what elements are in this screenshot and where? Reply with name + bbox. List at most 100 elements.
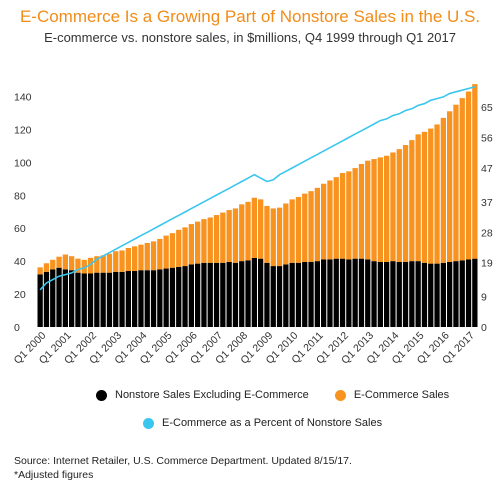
legend-dot-percent-icon: [143, 417, 154, 429]
bar-ecommerce: [239, 204, 245, 262]
bar-nonstore: [50, 269, 56, 327]
bar-ecommerce: [56, 256, 62, 268]
y2-tick-label: 37: [481, 197, 493, 209]
bar-nonstore: [333, 258, 339, 327]
bar-ecommerce: [327, 180, 333, 260]
bar-nonstore: [283, 264, 289, 327]
bar-ecommerce: [69, 256, 75, 271]
bar-ecommerce: [201, 219, 207, 263]
bar-ecommerce: [113, 251, 119, 272]
bar-nonstore: [239, 261, 245, 327]
y-tick-label: 0: [14, 322, 20, 334]
bar-nonstore: [314, 261, 320, 327]
bar-ecommerce: [81, 259, 87, 274]
bar-ecommerce: [100, 255, 106, 273]
bar-ecommerce: [251, 197, 257, 258]
chart-title: E-Commerce Is a Growing Part of Nonstore…: [19, 7, 481, 26]
bar-nonstore: [113, 271, 119, 327]
bar-ecommerce: [75, 258, 81, 273]
bar-nonstore: [213, 262, 220, 327]
bar-ecommerce: [409, 140, 415, 262]
legend-label-nonstore: Nonstore Sales Excluding E-Commerce: [115, 389, 309, 401]
bar-ecommerce: [232, 208, 239, 263]
legend-item-ecommerce: E-Commerce Sales: [334, 389, 450, 401]
legend-item-percent: E-Commerce as a Percent of Nonstore Sale…: [143, 417, 382, 429]
bar-nonstore: [81, 273, 87, 327]
legend-item-nonstore: Nonstore Sales Excluding E-Commerce: [96, 389, 309, 401]
bar-ecommerce: [308, 191, 314, 262]
source-note: Source: Internet Retailer, U.S. Commerce…: [14, 455, 352, 467]
bar-nonstore: [207, 262, 213, 327]
bar-ecommerce: [289, 199, 295, 263]
bar-nonstore: [87, 273, 94, 327]
y-tick-label: 60: [14, 223, 26, 235]
bar-nonstore: [251, 257, 257, 327]
bar-nonstore: [258, 258, 264, 327]
bar-nonstore: [94, 272, 100, 327]
bar-nonstore: [409, 261, 415, 327]
bar-ecommerce: [270, 208, 276, 267]
bar-nonstore: [245, 260, 251, 327]
bar-ecommerce: [447, 111, 453, 262]
bar-nonstore: [201, 262, 207, 327]
bar-nonstore: [339, 258, 346, 327]
bar-nonstore: [302, 261, 308, 327]
bar-nonstore: [232, 262, 239, 327]
bar-nonstore: [106, 272, 113, 327]
bar-ecommerce: [472, 84, 478, 259]
bar-ecommerce: [302, 193, 308, 262]
y-tick-label: 120: [14, 124, 32, 136]
bar-ecommerce: [125, 247, 131, 272]
bar-nonstore: [295, 262, 302, 327]
adjusted-note: *Adjusted figures: [14, 469, 94, 481]
bar-ecommerce: [384, 155, 390, 262]
bar-ecommerce: [62, 254, 68, 270]
bar-nonstore: [37, 274, 43, 327]
bar-nonstore: [62, 269, 68, 327]
y-tick-label: 140: [14, 91, 32, 103]
bar-ecommerce: [169, 233, 176, 268]
chart-subtitle: E-commerce vs. nonstore sales, in $milli…: [44, 30, 456, 45]
bar-nonstore: [472, 258, 478, 327]
bar-nonstore: [384, 261, 390, 327]
bar-nonstore: [144, 270, 150, 327]
y-tick-label: 80: [14, 190, 26, 202]
bar-nonstore: [434, 263, 440, 327]
bar-ecommerce: [245, 201, 251, 261]
bar-nonstore: [465, 259, 472, 327]
bar-nonstore: [352, 258, 358, 327]
bar-ecommerce: [314, 187, 320, 262]
bar-nonstore: [69, 270, 75, 327]
bar-nonstore: [157, 269, 163, 327]
legend-label-ecommerce: E-Commerce Sales: [353, 389, 450, 401]
bar-nonstore: [371, 261, 377, 327]
bar-ecommerce: [188, 224, 194, 265]
bar-nonstore: [125, 271, 131, 327]
bar-ecommerce: [213, 215, 220, 263]
bar-ecommerce: [295, 196, 302, 263]
legend-dot-ecommerce-icon: [334, 389, 346, 401]
y2-tick-label: 47: [481, 163, 493, 175]
bar-nonstore: [346, 259, 352, 327]
bar-nonstore: [365, 259, 371, 327]
y-tick-label: 40: [14, 256, 26, 268]
bar-nonstore: [169, 267, 176, 327]
bar-ecommerce: [352, 168, 358, 259]
y2-tick-label: 0: [481, 322, 487, 334]
bar-ecommerce: [87, 257, 94, 274]
bar-nonstore: [176, 266, 182, 327]
bar-nonstore: [308, 261, 314, 327]
legend-dot-nonstore-icon: [96, 389, 107, 401]
bar-ecommerce: [321, 183, 327, 260]
bar-ecommerce: [182, 227, 188, 267]
y2-tick-label: 65: [481, 102, 493, 114]
bar-ecommerce: [37, 267, 43, 275]
bar-nonstore: [132, 271, 138, 327]
bar-nonstore: [276, 266, 283, 327]
bar-nonstore: [264, 262, 270, 327]
bar-ecommerce: [94, 256, 100, 273]
bar-nonstore: [377, 261, 383, 327]
bar-ecommerce: [207, 217, 213, 263]
bar-ecommerce: [258, 199, 264, 259]
